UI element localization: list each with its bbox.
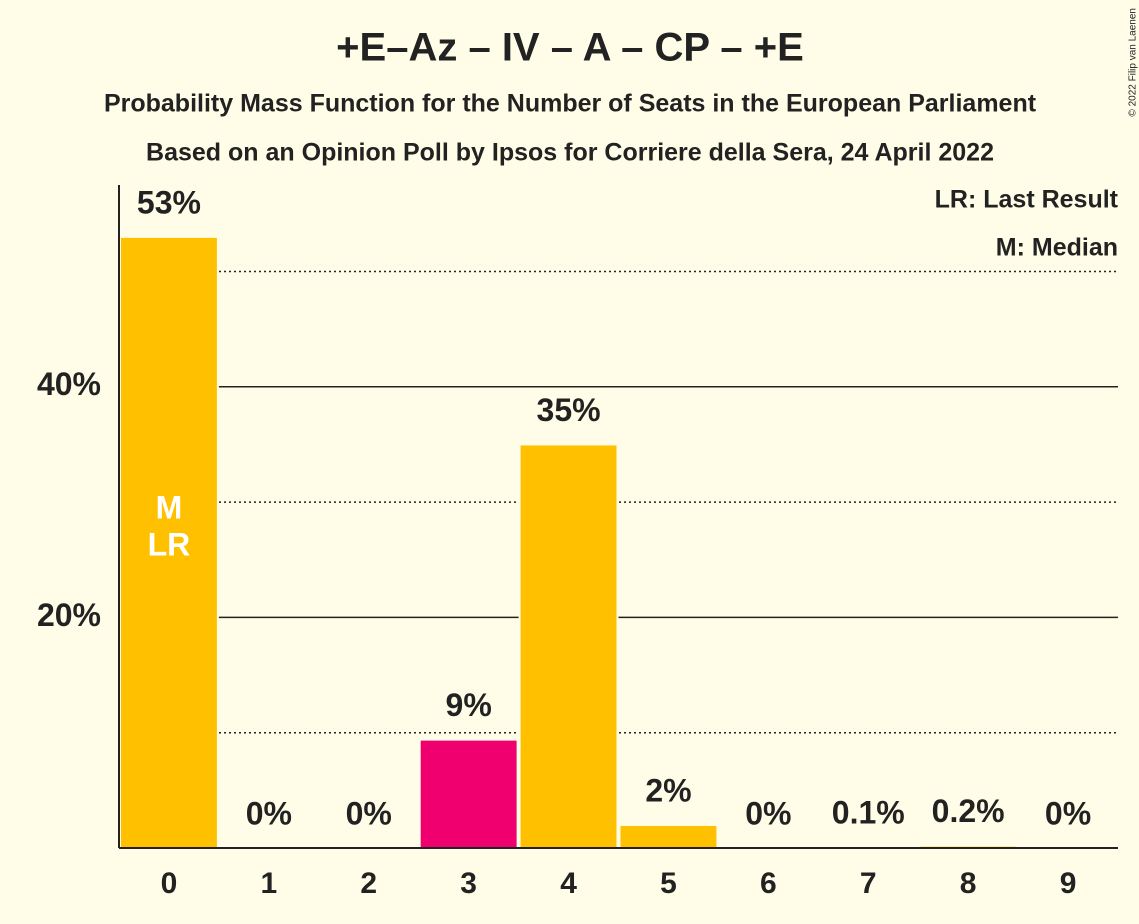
chart-subtitle: Based on an Opinion Poll by Ipsos for Co… <box>146 139 994 167</box>
x-tick-label: 5 <box>660 867 677 900</box>
y-tick-label: 40% <box>37 366 101 402</box>
bar <box>518 443 619 849</box>
x-tick-label: 8 <box>960 867 977 900</box>
chart-title: +E–Az – IV – A – CP – +E <box>336 26 804 70</box>
x-tick-label: 1 <box>261 867 278 900</box>
value-label: 0% <box>745 795 791 831</box>
x-tick-label: 9 <box>1060 867 1077 900</box>
x-tick-label: 7 <box>860 867 877 900</box>
bar <box>418 738 519 849</box>
last-result-marker: LR <box>148 526 191 562</box>
median-marker: M <box>156 489 183 525</box>
bar <box>119 235 219 849</box>
chart-subtitle: Probability Mass Function for the Number… <box>104 90 1037 118</box>
value-label: 35% <box>537 392 601 428</box>
legend-entry: LR: Last Result <box>935 186 1119 214</box>
x-tick-label: 4 <box>560 867 577 900</box>
value-label: 9% <box>446 687 492 723</box>
x-tick-label: 6 <box>760 867 777 900</box>
value-label: 0% <box>346 795 392 831</box>
value-label: 0% <box>1045 795 1091 831</box>
x-tick-label: 0 <box>161 867 178 900</box>
value-label: 53% <box>137 184 201 220</box>
value-label: 0.2% <box>932 793 1005 829</box>
x-tick-label: 2 <box>360 867 377 900</box>
legend-entry: M: Median <box>996 234 1118 262</box>
value-label: 0% <box>246 795 292 831</box>
value-label: 2% <box>645 772 691 808</box>
x-tick-label: 3 <box>460 867 477 900</box>
copyright: © 2022 Filip van Laenen <box>1128 8 1139 117</box>
bar <box>618 823 719 850</box>
value-label: 0.1% <box>832 794 905 830</box>
y-tick-label: 20% <box>37 597 101 633</box>
